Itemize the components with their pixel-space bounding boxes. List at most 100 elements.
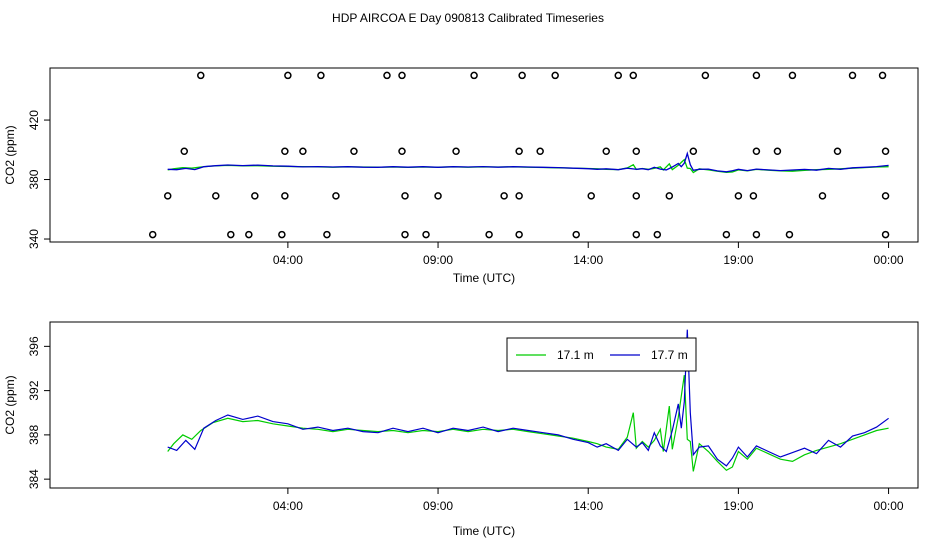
calibration-y-axis: 340 380 420	[27, 110, 50, 249]
calibration-point	[572, 230, 580, 239]
calibration-point	[515, 192, 523, 200]
calibration-point	[602, 147, 610, 156]
calibration-point	[632, 230, 641, 239]
calibration-point	[785, 230, 794, 239]
timeseries-panel: 384 388 392 396 04:00 09:00 14:00 19:00 00:00 T…	[3, 321, 919, 538]
calibration-point	[689, 147, 698, 156]
calibration-x-tick-label: 19:00	[723, 253, 753, 267]
calibration-point	[818, 192, 827, 200]
calibration-point	[332, 192, 340, 200]
calibration-point	[299, 147, 307, 156]
calibration-point	[773, 147, 782, 156]
calibration-point	[278, 230, 286, 239]
calibration-point	[401, 192, 409, 200]
calibration-point	[197, 71, 205, 80]
legend-label-17-7m: 17.7 m	[651, 348, 688, 362]
calibration-panel: 340 380 420 04:00 09:00 14:00 19:00 00:00 Time…	[3, 67, 919, 285]
calibration-point	[629, 71, 638, 80]
calibration-point	[500, 192, 508, 200]
calibration-point	[401, 230, 409, 239]
chart-title: HDP AIRCOA E Day 090813 Calibrated Times…	[332, 11, 604, 25]
calibration-y-axis-label: CO2 (ppm)	[3, 125, 17, 184]
calibration-point	[281, 192, 289, 200]
calibration-point	[722, 230, 731, 239]
calibration-point	[518, 71, 526, 80]
calibration-point	[245, 230, 253, 239]
calibration-point	[632, 192, 641, 200]
calibration-y-tick-label: 380	[27, 169, 41, 189]
calibration-point	[752, 71, 761, 80]
timeseries-y-tick-label: 384	[27, 469, 41, 489]
calibration-point	[398, 147, 406, 156]
calibration-point	[485, 230, 493, 239]
calibration-points	[148, 71, 890, 239]
calibration-point	[665, 192, 674, 200]
calibration-point	[323, 230, 331, 239]
timeseries-series	[167, 329, 889, 472]
timeseries-x-tick-label: 14:00	[573, 499, 603, 513]
calibration-point	[587, 192, 595, 200]
calibration-y-tick-label: 420	[27, 110, 41, 130]
calibration-point	[833, 147, 842, 156]
calibration-point	[383, 71, 391, 80]
legend: 17.1 m 17.7 m	[506, 337, 697, 372]
timeseries-y-axis: 384 388 392 396	[27, 336, 50, 489]
timeseries-y-axis-label: CO2 (ppm)	[3, 375, 17, 434]
series-line-1	[167, 329, 889, 467]
calibration-x-tick-label: 00:00	[874, 253, 904, 267]
calibration-point	[284, 71, 292, 80]
calibration-point	[749, 192, 758, 200]
calibration-panel-series	[167, 151, 889, 174]
timeseries-x-tick-label: 04:00	[273, 499, 303, 513]
calibration-point	[848, 71, 857, 80]
legend-label-17-1m: 17.1 m	[557, 348, 594, 362]
timeseries-x-axis: 04:00 09:00 14:00 19:00 00:00	[273, 488, 904, 513]
calibration-point	[251, 192, 259, 200]
calibration-point	[551, 71, 559, 80]
calibration-point	[212, 192, 220, 200]
calibration-panel-series-1	[167, 151, 889, 173]
calibration-point	[180, 147, 189, 156]
calibration-point	[653, 230, 662, 239]
calibration-panel-frame	[49, 67, 919, 243]
calibration-point	[317, 71, 325, 80]
calibration-point	[422, 230, 430, 239]
calibration-point	[470, 71, 478, 80]
timeseries-y-tick-label: 392	[27, 380, 41, 400]
timeseries-y-tick-label: 396	[27, 336, 41, 356]
calibration-point	[398, 71, 406, 80]
calibration-point	[434, 192, 442, 200]
calibration-point	[614, 71, 623, 80]
calibration-point	[881, 192, 890, 200]
calibration-x-axis-label: Time (UTC)	[453, 271, 515, 285]
calibration-point	[227, 230, 235, 239]
calibration-x-tick-label: 09:00	[423, 253, 453, 267]
calibration-point	[350, 147, 358, 156]
timeseries-x-tick-label: 09:00	[423, 499, 453, 513]
calibration-point	[734, 192, 743, 200]
calibration-x-tick-label: 14:00	[573, 253, 603, 267]
calibration-point	[752, 230, 761, 239]
calibration-point	[788, 71, 797, 80]
calibration-point	[515, 147, 523, 156]
calibration-point	[515, 230, 523, 239]
calibration-point	[881, 147, 890, 156]
calibration-point	[881, 230, 890, 239]
timeseries-x-tick-label: 00:00	[874, 499, 904, 513]
calibration-point	[878, 71, 887, 80]
timeseries-y-tick-label: 388	[27, 425, 41, 445]
calibration-x-axis: 04:00 09:00 14:00 19:00 00:00	[273, 242, 904, 267]
calibration-point	[163, 192, 172, 200]
timeseries-panel-frame	[49, 321, 919, 489]
calibration-x-tick-label: 04:00	[273, 253, 303, 267]
timeseries-x-tick-label: 19:00	[723, 499, 753, 513]
calibration-point	[452, 147, 460, 156]
calibration-point	[281, 147, 289, 156]
calibration-point	[148, 230, 157, 239]
calibration-point	[701, 71, 710, 80]
calibration-y-tick-label: 340	[27, 229, 41, 249]
timeseries-x-axis-label: Time (UTC)	[453, 524, 515, 538]
calibration-point	[536, 147, 544, 156]
calibration-point	[632, 147, 641, 156]
